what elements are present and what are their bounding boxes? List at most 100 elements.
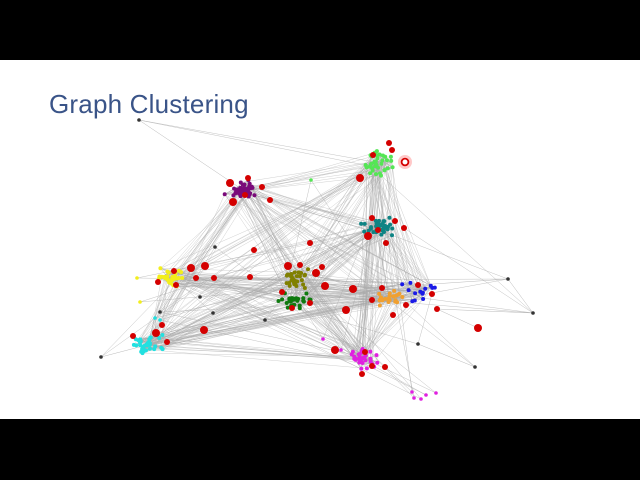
graph-edge [359, 168, 373, 357]
graph-edge [365, 227, 384, 356]
graph-edge [150, 283, 403, 338]
node-hub [242, 192, 248, 198]
node-olive [284, 281, 289, 286]
node-olive [302, 273, 307, 278]
node-purple [240, 182, 245, 187]
node-yellow [138, 300, 142, 304]
graph-edge [159, 319, 373, 367]
graph-edge [199, 226, 377, 298]
node-dark-green [297, 303, 302, 308]
graph-edge [167, 271, 304, 301]
node-cyan [144, 342, 149, 347]
graph-edge [169, 282, 290, 302]
node-olive [286, 272, 291, 277]
node-olive [297, 274, 302, 279]
graph-edge [403, 227, 534, 314]
node-olive [306, 267, 310, 272]
graph-edge [362, 175, 382, 359]
graph-edge [295, 281, 437, 394]
node-magenta [321, 337, 325, 341]
node-yellow [176, 276, 181, 280]
graph-edge [248, 191, 476, 368]
graph-edge [250, 188, 435, 288]
graph-edge [178, 277, 298, 302]
node-yellow [168, 278, 173, 283]
node-lime-green [383, 154, 388, 159]
graph-edge [159, 283, 403, 339]
graph-edge [382, 160, 432, 286]
graph-edge [178, 170, 373, 279]
graph-edge [370, 361, 437, 394]
node-hub [349, 285, 357, 293]
graph-edge [168, 272, 422, 400]
node-olive [292, 270, 297, 275]
graph-edge [150, 337, 355, 357]
graph-edge [138, 119, 244, 191]
node-teal [390, 233, 394, 238]
graph-edge [243, 190, 292, 281]
node-dark-green [301, 298, 306, 303]
node-hub [383, 240, 389, 246]
node-magenta [352, 356, 357, 361]
node-cyan [148, 335, 153, 340]
node-blue [420, 291, 425, 296]
node-hub [284, 262, 292, 270]
graph-edge [224, 179, 249, 195]
node-hub [379, 285, 385, 291]
graph-edge [417, 293, 433, 345]
node-olive [295, 279, 300, 284]
node-cyan [148, 341, 152, 346]
graph-edge [295, 164, 366, 282]
node-hub [279, 289, 285, 295]
node-olive [287, 283, 292, 288]
graph-edge [352, 151, 378, 352]
graph-edge [172, 276, 214, 314]
node-cyan [136, 338, 141, 343]
graph-edge [145, 299, 311, 351]
node-hub [297, 262, 303, 268]
graph-edge [358, 298, 424, 359]
node-outlier [198, 295, 202, 299]
node-orange [400, 295, 405, 299]
graph-edge [140, 154, 378, 342]
slide: Graph Clustering [0, 60, 640, 419]
node-yellow [158, 266, 163, 271]
node-lime-green [389, 158, 394, 163]
node-hub [267, 197, 273, 203]
graph-edge [375, 174, 426, 289]
node-purple [232, 186, 237, 191]
node-orange [378, 297, 383, 302]
node-orange [391, 294, 396, 299]
node-orange [383, 296, 388, 301]
graph-edge [236, 190, 391, 225]
graph-edge [138, 119, 379, 168]
graph-edge [171, 278, 509, 281]
graph-edge [170, 188, 235, 281]
graph-edge [295, 284, 435, 288]
node-orange [392, 288, 397, 293]
graph-edge [232, 200, 426, 289]
node-yellow [165, 269, 170, 274]
node-magenta [364, 366, 369, 371]
node-hub [193, 275, 199, 281]
node-teal [387, 215, 392, 220]
node-cyan [160, 347, 165, 352]
node-purple [222, 192, 227, 197]
node-magenta [368, 349, 373, 354]
graph-edge [291, 280, 390, 301]
graph-edge [375, 226, 395, 291]
node-hub [226, 179, 234, 187]
node-cyan [160, 333, 165, 337]
node-dark-green [285, 305, 290, 310]
node-hub [356, 174, 364, 182]
node-lime-green [375, 153, 379, 158]
node-hub [152, 329, 160, 337]
graph-edge [372, 156, 386, 365]
graph-edge [289, 169, 385, 302]
graph-edge [289, 284, 295, 299]
node-dark-green [280, 297, 285, 302]
graph-edge [159, 311, 365, 358]
node-hub [130, 333, 136, 339]
graph-edge [368, 230, 424, 300]
node-hub [171, 268, 177, 274]
